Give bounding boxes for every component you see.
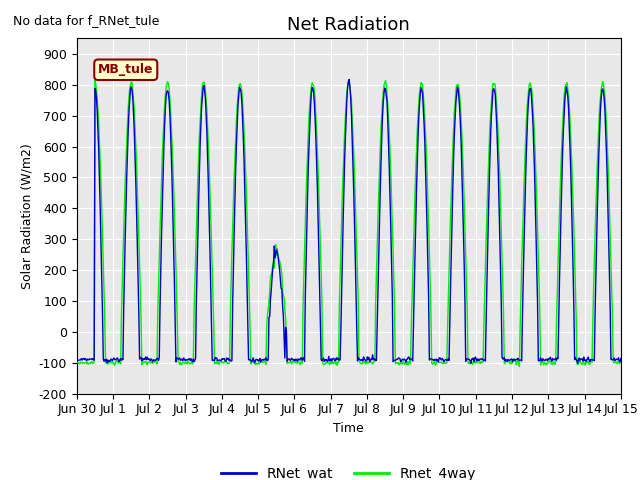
Rnet_4way bbox=[416, 90, 424, 96]
Rnet_4way bbox=[140, 359, 147, 365]
Y-axis label: Solar Radiation (W/m2): Solar Radiation (W/m2) bbox=[20, 143, 33, 289]
RNet_wat bbox=[467, 360, 475, 366]
Rnet_4way bbox=[73, 360, 81, 365]
Line: RNet_wat: RNet_wat bbox=[77, 80, 621, 363]
Title: Net Radiation: Net Radiation bbox=[287, 16, 410, 34]
RNet_wat bbox=[416, 101, 424, 107]
Rnet_4way bbox=[223, 360, 231, 366]
RNet_wat bbox=[73, 357, 81, 362]
Line: Rnet_4way: Rnet_4way bbox=[77, 80, 621, 366]
Rnet_4way bbox=[431, 362, 439, 368]
RNet_wat bbox=[223, 355, 230, 361]
RNet_wat bbox=[617, 356, 625, 361]
Rnet_4way bbox=[516, 363, 524, 369]
Rnet_4way bbox=[91, 77, 99, 83]
RNet_wat bbox=[346, 77, 353, 83]
Rnet_4way bbox=[617, 358, 625, 364]
RNet_wat bbox=[194, 231, 202, 237]
X-axis label: Time: Time bbox=[333, 422, 364, 435]
Rnet_4way bbox=[83, 361, 90, 367]
RNet_wat bbox=[83, 358, 90, 363]
RNet_wat bbox=[431, 358, 439, 363]
Text: MB_tule: MB_tule bbox=[98, 63, 154, 76]
Text: No data for f_RNet_tule: No data for f_RNet_tule bbox=[13, 14, 159, 27]
Rnet_4way bbox=[195, 154, 202, 159]
RNet_wat bbox=[139, 356, 147, 361]
Legend: RNet_wat, Rnet_4way: RNet_wat, Rnet_4way bbox=[216, 461, 482, 480]
